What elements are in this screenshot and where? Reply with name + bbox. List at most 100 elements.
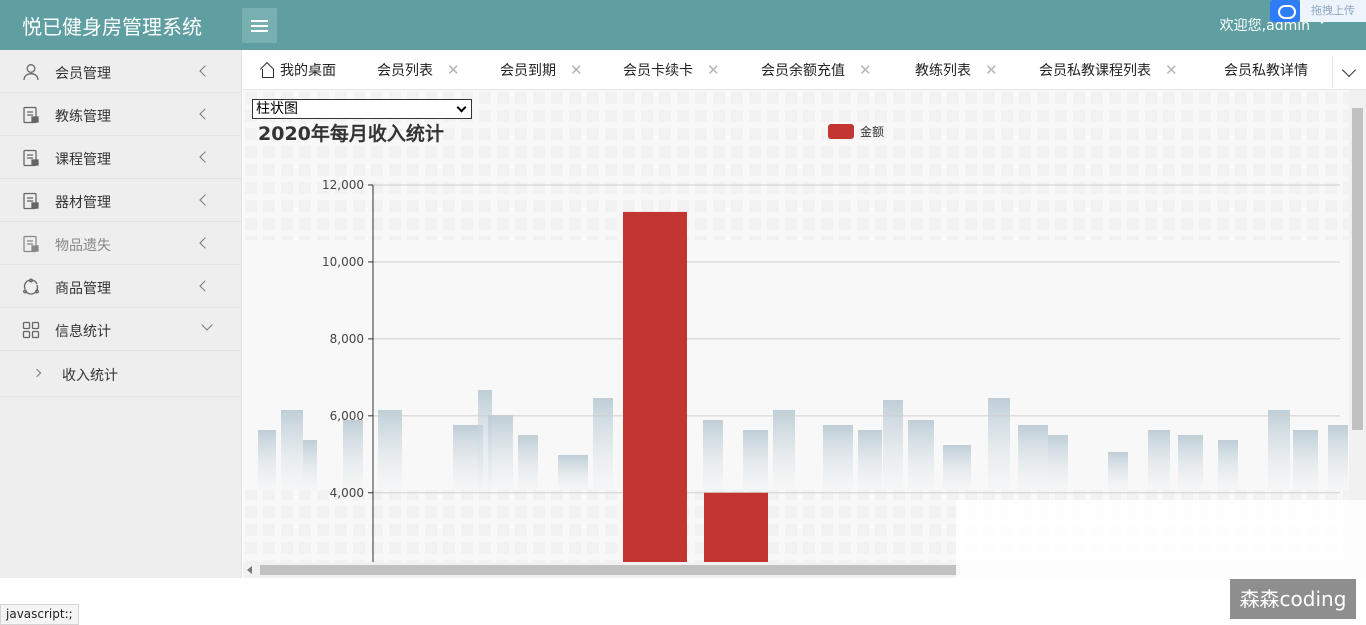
sidebar-item-courses[interactable]: 课程管理 xyxy=(0,136,241,179)
tab-bar: 我的桌面 会员列表 ✕ 会员到期 ✕ 会员卡续卡 ✕ 会员余额充值 ✕ 教练列表… xyxy=(243,50,1366,90)
sidebar-item-products[interactable]: 商品管理 xyxy=(0,265,241,308)
app-title: 悦已健身房管理系统 xyxy=(22,15,202,39)
hamburger-icon xyxy=(251,19,268,32)
bar-series xyxy=(623,211,768,562)
chart-type-select[interactable]: 柱状图 xyxy=(252,99,472,119)
tab-member-list[interactable]: 会员列表 ✕ xyxy=(377,50,460,90)
skyline-building xyxy=(343,420,363,490)
skyline-building xyxy=(943,445,971,490)
document-icon xyxy=(23,106,39,124)
chevron-right-icon xyxy=(32,368,42,378)
sidebar-item-lost-items[interactable]: 物品遗失 xyxy=(0,222,241,265)
y-tick-label: 4,000 xyxy=(330,486,364,500)
document-icon xyxy=(23,192,39,210)
y-tick-label: 6,000 xyxy=(330,409,364,423)
tab-coach-list[interactable]: 教练列表 ✕ xyxy=(915,50,998,90)
tab-card-renewal[interactable]: 会员卡续卡 ✕ xyxy=(623,50,720,90)
document-icon xyxy=(23,235,39,253)
close-icon[interactable]: ✕ xyxy=(447,61,460,79)
tab-label: 会员到期 xyxy=(500,63,556,79)
close-icon[interactable]: ✕ xyxy=(1165,61,1178,79)
skyline-building xyxy=(773,410,795,490)
sidebar-item-label: 课程管理 xyxy=(55,152,111,168)
sidebar-item-coaches[interactable]: 教练管理 xyxy=(0,93,241,136)
chevron-down-icon xyxy=(201,319,213,331)
skyline-building xyxy=(488,415,513,490)
blurred-overlay xyxy=(956,500,1366,590)
skyline-building xyxy=(1293,430,1318,490)
sidebar-subitem-label: 收入统计 xyxy=(62,368,118,384)
vertical-scrollbar-thumb[interactable] xyxy=(1352,108,1363,430)
y-tick-label: 10,000 xyxy=(322,255,364,269)
skyline-building xyxy=(883,400,903,490)
home-icon xyxy=(260,63,274,78)
menu-toggle-button[interactable] xyxy=(242,8,277,43)
tab-label: 会员余额充值 xyxy=(761,63,845,79)
close-icon[interactable]: ✕ xyxy=(707,61,720,79)
tab-label: 教练列表 xyxy=(915,63,971,79)
skyline-building xyxy=(593,398,613,490)
sidebar-item-equipment[interactable]: 器材管理 xyxy=(0,179,241,222)
sidebar-subitem-income-stats[interactable]: 收入统计 xyxy=(0,351,241,397)
tab-balance-recharge[interactable]: 会员余额充值 ✕ xyxy=(761,50,872,90)
chevron-left-icon xyxy=(199,280,211,292)
skyline-building xyxy=(303,440,317,490)
close-icon[interactable]: ✕ xyxy=(985,61,998,79)
skyline-building xyxy=(1108,452,1128,490)
horizontal-scrollbar-thumb[interactable] xyxy=(260,565,960,575)
skyline-building xyxy=(823,425,853,490)
y-tick-label: 8,000 xyxy=(330,332,364,346)
sidebar-item-label: 信息统计 xyxy=(55,324,111,340)
tab-more-button[interactable] xyxy=(1332,56,1364,88)
chart-type-value: 柱状图 xyxy=(256,101,298,117)
content-frame: 12,000 10,000 8,000 6,000 4,000 2020年每月收入统计 … xyxy=(243,90,1349,562)
chevron-left-icon xyxy=(199,194,211,206)
skyline-building xyxy=(1048,435,1068,490)
skyline-building xyxy=(743,430,768,490)
legend-label[interactable]: 金额 xyxy=(860,124,884,139)
sidebar-item-label: 物品遗失 xyxy=(55,238,111,254)
sidebar: 会员管理 教练管理 课程管理 器材管理 物品遗失 商品管理 xyxy=(0,50,242,578)
tab-label: 会员私教课程列表 xyxy=(1039,63,1151,79)
chevron-left-icon xyxy=(199,108,211,120)
tab-desktop[interactable]: 我的桌面 xyxy=(260,50,336,90)
bar[interactable] xyxy=(623,211,687,562)
skyline-building xyxy=(258,430,276,490)
upload-widget[interactable]: 拖拽上传 xyxy=(1270,0,1366,22)
tab-private-course-detail[interactable]: 会员私教详情 xyxy=(1224,50,1308,90)
refresh-icon xyxy=(23,278,39,295)
chevron-left-icon xyxy=(199,65,211,77)
skyline-building xyxy=(518,435,538,490)
top-header: 悦已健身房管理系统 欢迎您,admin 拖拽上传 xyxy=(0,0,1366,50)
close-icon[interactable]: ✕ xyxy=(859,61,872,79)
sidebar-item-label: 商品管理 xyxy=(55,281,111,297)
sidebar-item-members[interactable]: 会员管理 xyxy=(0,50,241,93)
grid-icon xyxy=(22,321,40,339)
watermark-label: 森森coding xyxy=(1230,579,1356,619)
bar[interactable] xyxy=(704,492,768,562)
sidebar-item-label: 教练管理 xyxy=(55,109,111,125)
skyline-building xyxy=(988,398,1010,490)
vertical-scrollbar[interactable] xyxy=(1349,90,1366,578)
close-icon[interactable]: ✕ xyxy=(570,61,583,79)
skyline-building xyxy=(1018,425,1048,490)
tab-label: 会员私教详情 xyxy=(1224,63,1308,79)
upload-label: 拖拽上传 xyxy=(1300,0,1366,22)
arrow-left-icon[interactable] xyxy=(247,566,252,574)
tab-private-course-list[interactable]: 会员私教课程列表 ✕ xyxy=(1039,50,1178,90)
chevron-down-icon xyxy=(1341,62,1356,77)
skyline-building xyxy=(1328,425,1348,490)
tab-label: 我的桌面 xyxy=(280,63,336,79)
skyline-building xyxy=(858,430,882,490)
skyline-building xyxy=(1178,435,1203,490)
chevron-left-icon xyxy=(199,151,211,163)
skyline-building xyxy=(281,410,303,490)
tab-member-expiry[interactable]: 会员到期 ✕ xyxy=(500,50,583,90)
welcome-user[interactable]: 欢迎您,admin xyxy=(1219,18,1310,34)
legend-swatch[interactable] xyxy=(828,124,854,139)
status-bar: javascript:; xyxy=(0,604,79,625)
chevron-left-icon xyxy=(199,237,211,249)
skyline-building xyxy=(378,410,402,490)
sidebar-item-statistics[interactable]: 信息统计 xyxy=(0,308,241,351)
tab-label: 会员卡续卡 xyxy=(623,63,693,79)
